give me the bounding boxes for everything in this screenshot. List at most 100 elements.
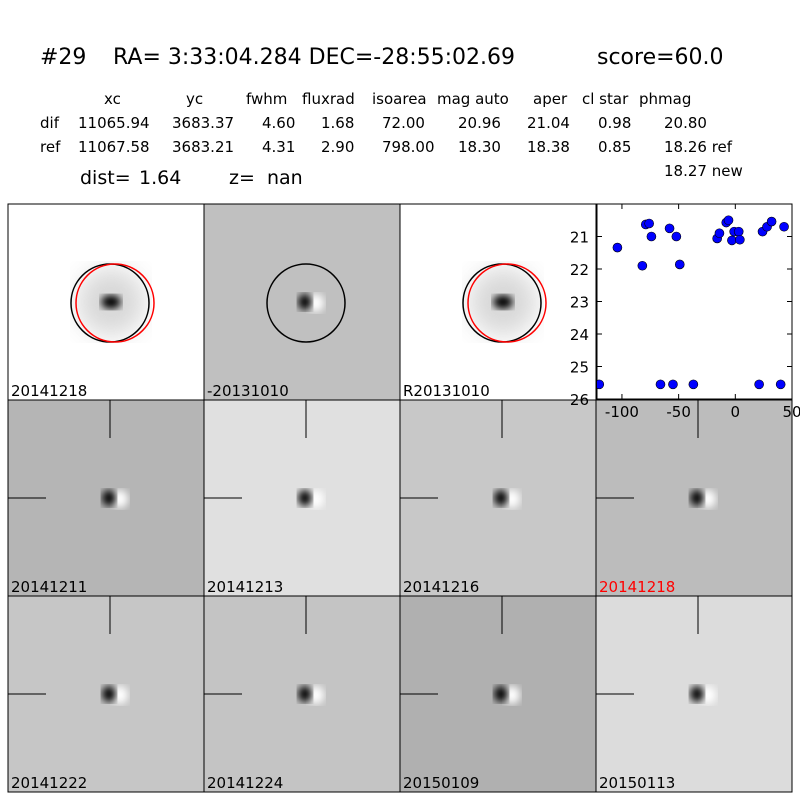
coordinates: RA= 3:33:04.284 DEC=-28:55:02.69 [113, 45, 515, 70]
source-residual [308, 686, 324, 704]
row-label: ref [40, 138, 61, 156]
table-cell: 798.00 [382, 138, 435, 156]
column-header: isoarea [372, 90, 427, 108]
table-cell: 21.04 [527, 114, 570, 132]
table-cell: 4.31 [262, 138, 295, 156]
points [597, 215, 789, 390]
table-cell: 3683.21 [172, 138, 234, 156]
table-cell: 0.85 [598, 138, 631, 156]
source-residual [700, 686, 716, 704]
score: score=60.0 [597, 45, 724, 70]
column-header: aper [533, 90, 568, 108]
point [714, 228, 725, 239]
point [775, 379, 786, 390]
point [723, 215, 734, 226]
table-cell: 4.60 [262, 114, 295, 132]
source [494, 686, 508, 702]
table-cell: 1.68 [321, 114, 354, 132]
point [655, 379, 666, 390]
y-tick-label: 23 [570, 294, 589, 312]
point [733, 226, 744, 237]
y-tick-label: 26 [570, 391, 589, 409]
column-header: mag auto [437, 90, 509, 108]
table-cell: 18.38 [527, 138, 570, 156]
x-tick-label: 0 [731, 403, 741, 421]
x-tick-label: -50 [666, 403, 691, 421]
x-tick-label: 50 [782, 403, 800, 421]
point [637, 260, 648, 271]
y-tick-label: 22 [570, 261, 589, 279]
source-residual [308, 294, 324, 312]
table-cell: 2.90 [321, 138, 354, 156]
panel-label: 20141224 [207, 774, 283, 792]
source-residual [504, 686, 520, 704]
panel-label: 20150113 [599, 774, 675, 792]
point [727, 235, 737, 246]
source-residual [308, 490, 324, 508]
panel-label: 20141213 [207, 578, 283, 596]
point [646, 231, 657, 242]
panel-label: 20141222 [11, 774, 87, 792]
point [664, 223, 675, 234]
table-cell: 72.00 [382, 114, 425, 132]
point [671, 231, 682, 242]
source-residual [504, 490, 520, 508]
source [102, 686, 116, 702]
column-header: yc [186, 90, 203, 108]
panel-label: 20141211 [11, 578, 87, 596]
panel-label: 20141216 [403, 578, 479, 596]
table-extra: 18.27 new [664, 162, 743, 180]
point [735, 234, 745, 245]
x-tick-label: -100 [605, 403, 639, 421]
point [668, 379, 678, 390]
column-header: fwhm [246, 90, 287, 108]
source [690, 686, 704, 702]
source [101, 295, 121, 309]
point [754, 379, 764, 390]
candidate-id: #29 [40, 45, 86, 70]
table-cell: 20.80 [664, 114, 707, 132]
point [779, 221, 789, 232]
point [644, 218, 654, 229]
z-value: nan [267, 167, 303, 189]
dist-value: 1.64 [139, 167, 181, 189]
table-cell: 3683.37 [172, 114, 234, 132]
source-residual [700, 490, 716, 508]
source [298, 686, 312, 702]
table-cell: 18.30 [458, 138, 501, 156]
dist-label: dist= [80, 167, 131, 189]
panel-label: R20131010 [403, 382, 490, 400]
y-tick-label: 21 [570, 229, 589, 247]
source-residual [112, 490, 128, 508]
point [612, 242, 623, 253]
source [298, 490, 312, 506]
source [690, 490, 704, 506]
point [674, 259, 685, 270]
table-cell: 11067.58 [78, 138, 150, 156]
point [597, 379, 605, 390]
table-cell: 11065.94 [78, 114, 150, 132]
source [493, 295, 513, 309]
point [766, 216, 777, 227]
source [298, 294, 312, 310]
table-cell: 20.96 [458, 114, 501, 132]
aperture-ref [467, 263, 547, 343]
column-header: phmag [639, 90, 691, 108]
aperture [266, 263, 346, 343]
source [102, 490, 116, 506]
column-header: fluxrad [302, 90, 355, 108]
column-header: cl star [582, 90, 629, 108]
row-label: dif [40, 114, 60, 132]
point [688, 379, 699, 390]
y-tick-label: 25 [570, 359, 589, 377]
plot-area [596, 203, 793, 400]
panel-label: 20141218 [599, 578, 675, 596]
source [494, 490, 508, 506]
y-tick-label: 24 [570, 326, 589, 344]
source-residual [112, 686, 128, 704]
panel-label: 20141218 [11, 382, 87, 400]
table-cell: 0.98 [598, 114, 631, 132]
panel-label: 20150109 [403, 774, 479, 792]
panel-label: -20131010 [207, 382, 289, 400]
